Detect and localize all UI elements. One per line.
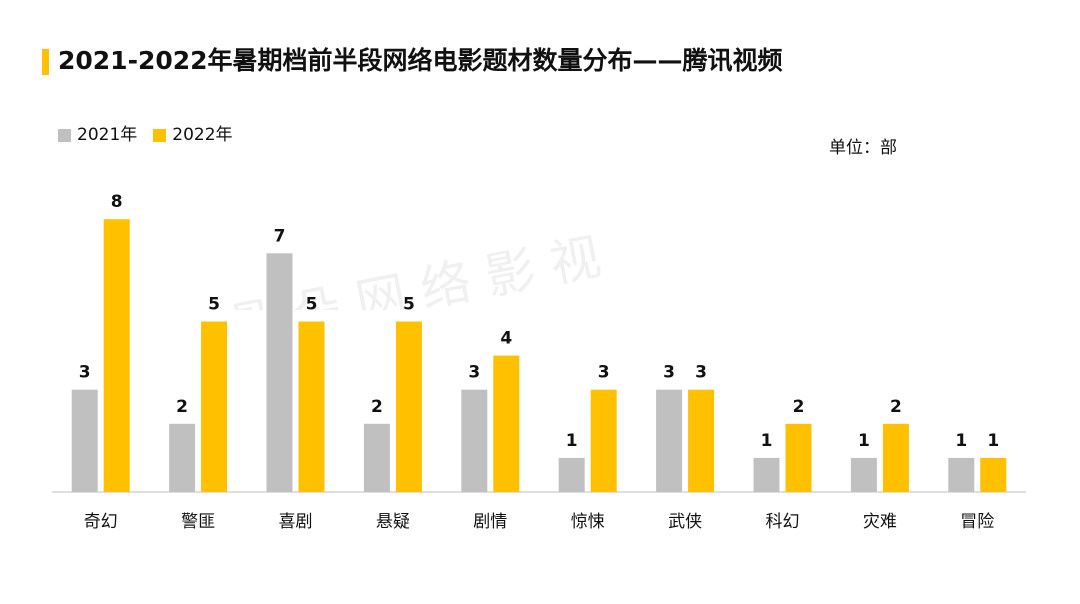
data-label-2021: 1: [761, 431, 773, 451]
data-label-2022: 5: [208, 295, 220, 315]
data-label-2021: 3: [468, 363, 480, 383]
title-accent-bar: [42, 49, 49, 75]
bar-2022: [882, 423, 909, 492]
bar-2022: [103, 219, 130, 492]
bar-2021: [753, 457, 780, 492]
legend-item-2021: 2021年: [58, 124, 137, 146]
bar-2021: [169, 423, 196, 492]
data-label-2022: 5: [306, 295, 318, 315]
data-label-2021: 2: [176, 397, 188, 417]
data-label-2022: 2: [890, 397, 902, 417]
bar-2021: [656, 389, 683, 492]
bar-2021: [266, 253, 293, 492]
bar-2022: [980, 457, 1007, 492]
chart-legend: 2021年 2022年: [58, 124, 249, 146]
data-label-2022: 5: [403, 295, 415, 315]
bar-2021: [558, 457, 585, 492]
data-label-2022: 1: [987, 431, 999, 451]
x-tick-label: 惊悚: [571, 512, 605, 532]
bar-2021: [363, 423, 390, 492]
x-tick-label: 警匪: [181, 512, 215, 532]
x-tick-label: 灾难: [863, 512, 897, 532]
data-label-2022: 8: [111, 192, 123, 212]
data-label-2021: 1: [566, 431, 578, 451]
data-label-2022: 2: [793, 397, 805, 417]
bar-2021: [461, 389, 488, 492]
legend-label-2022: 2022年: [172, 125, 233, 145]
bar-2022: [493, 355, 520, 492]
bar-2021: [71, 389, 98, 492]
bar-2022: [688, 389, 715, 492]
data-label-2021: 1: [858, 431, 870, 451]
data-label-2021: 7: [274, 226, 286, 246]
data-label-2021: 2: [371, 397, 383, 417]
legend-label-2021: 2021年: [77, 125, 138, 145]
data-label-2021: 3: [663, 363, 675, 383]
x-tick-label: 奇幻: [84, 512, 118, 532]
data-label-2022: 3: [695, 363, 707, 383]
bar-2021: [850, 457, 877, 492]
bar-2022: [785, 423, 812, 492]
x-tick-label: 科幻: [766, 512, 800, 532]
x-tick-label: 悬疑: [376, 512, 410, 532]
bar-2021: [948, 457, 975, 492]
data-label-2021: 3: [79, 363, 91, 383]
bar-2022: [590, 389, 617, 492]
x-tick-label: 喜剧: [279, 512, 313, 532]
chart-title: 2021-2022年暑期档前半段网络电影题材数量分布——腾讯视频: [58, 46, 783, 75]
bar-2022: [201, 321, 228, 492]
bar-2022: [298, 321, 325, 492]
bar-2022: [395, 321, 422, 492]
x-tick-label: 冒险: [960, 512, 994, 532]
data-label-2022: 3: [598, 363, 610, 383]
x-tick-label: 剧情: [473, 512, 507, 532]
data-label-2022: 4: [500, 329, 512, 349]
x-tick-label: 武侠: [668, 512, 702, 532]
legend-swatch-2021: [58, 128, 71, 142]
unit-note: 单位：部: [829, 138, 897, 158]
legend-item-2022: 2022年: [153, 124, 233, 146]
data-label-2021: 1: [955, 431, 967, 451]
legend-swatch-2022: [153, 128, 167, 142]
